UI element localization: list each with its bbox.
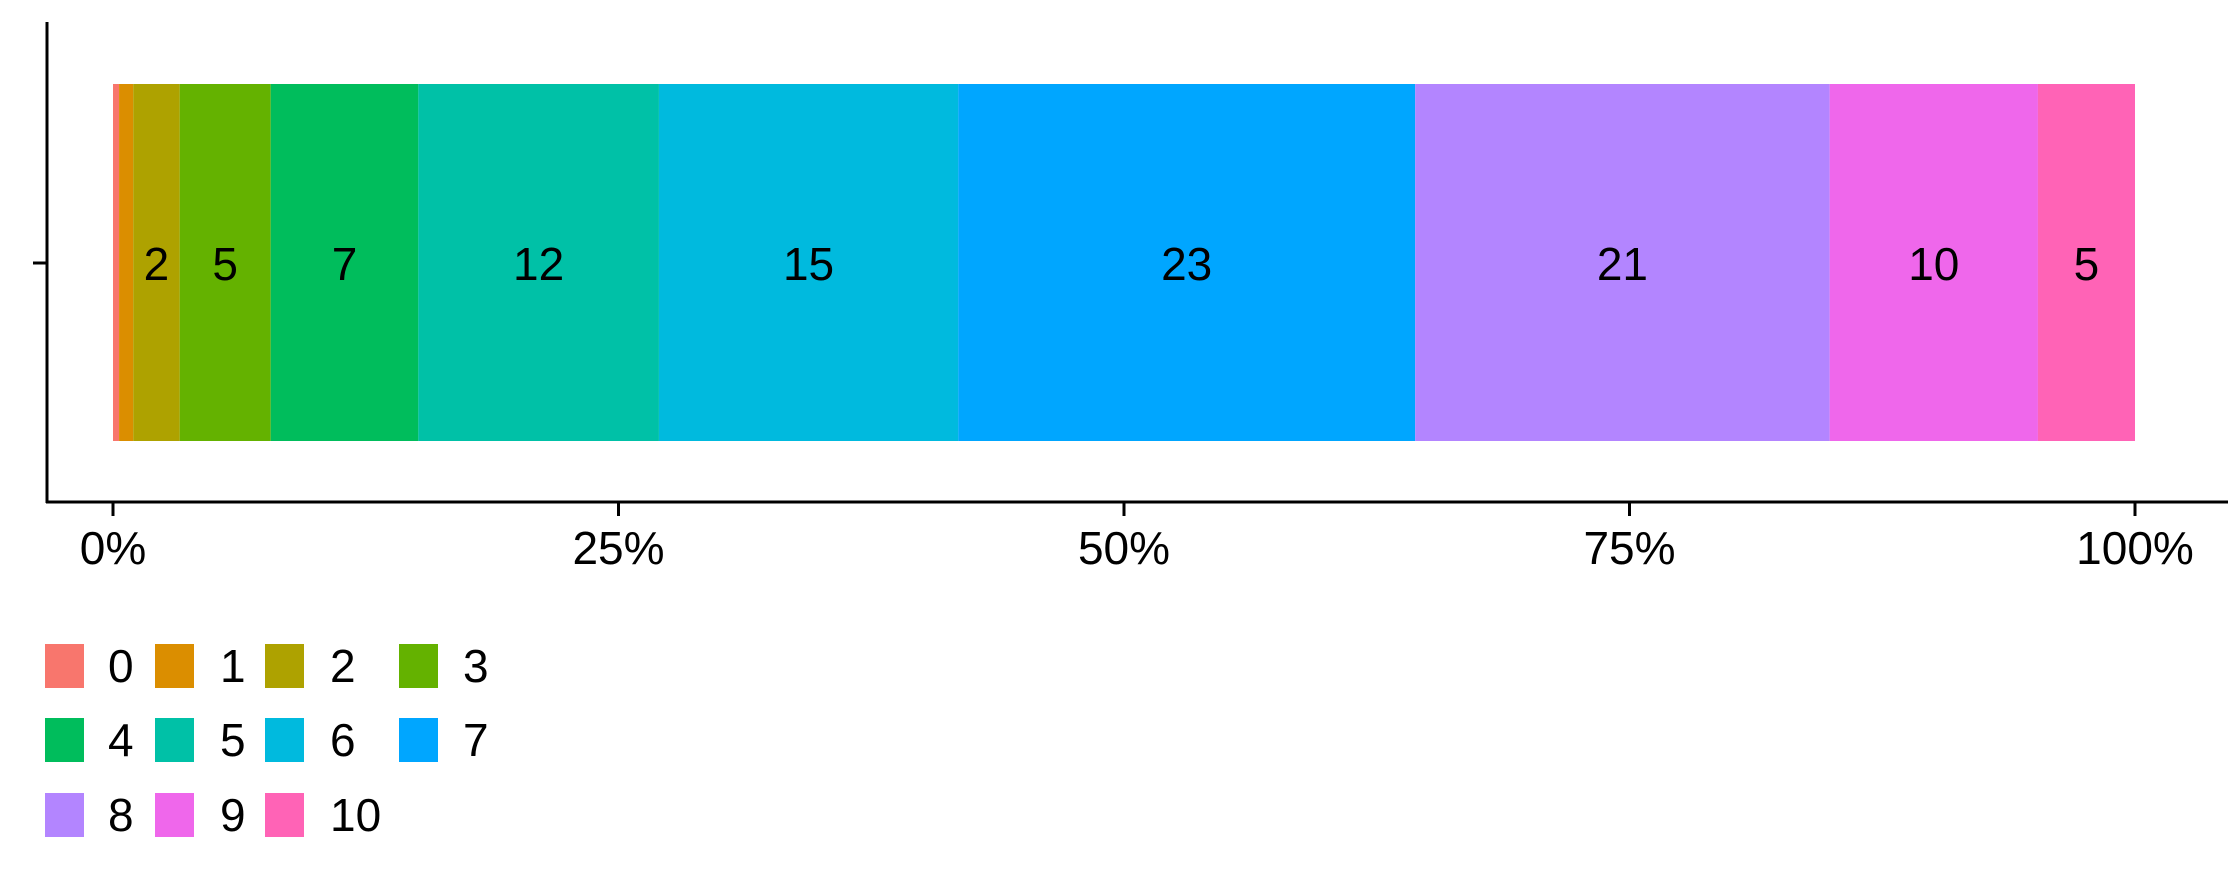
legend-key bbox=[399, 718, 438, 762]
legend-key bbox=[155, 793, 194, 837]
data-label-5: 12 bbox=[513, 238, 564, 290]
x-axis-ticks: 0% 25% 50% 75% 100% bbox=[80, 502, 2194, 574]
legend-item-4: 4 bbox=[45, 714, 134, 766]
legend-key bbox=[45, 793, 84, 837]
legend-key bbox=[155, 644, 194, 688]
legend-item-9: 9 bbox=[155, 789, 246, 841]
legend-label: 0 bbox=[108, 640, 134, 692]
legend-label: 5 bbox=[220, 714, 246, 766]
bar-segment-7 bbox=[958, 84, 1416, 441]
bar-segments bbox=[113, 84, 2135, 441]
legend-label: 9 bbox=[220, 789, 246, 841]
data-label-7: 23 bbox=[1161, 238, 1212, 290]
legend-item-3: 3 bbox=[399, 640, 489, 692]
x-tick-label: 50% bbox=[1078, 522, 1170, 574]
bar-segment-8 bbox=[1415, 84, 1830, 441]
legend-label: 7 bbox=[463, 714, 489, 766]
legend-item-1: 1 bbox=[155, 640, 246, 692]
bar-segment-1 bbox=[119, 84, 134, 441]
data-labels: 2 5 7 12 15 23 21 10 5 bbox=[144, 238, 2100, 290]
legend-item-7: 7 bbox=[399, 714, 489, 766]
legend-label: 10 bbox=[330, 789, 381, 841]
bar-segment-9 bbox=[1829, 84, 2038, 441]
x-tick-label: 0% bbox=[80, 522, 146, 574]
legend-item-8: 8 bbox=[45, 789, 134, 841]
data-label-6: 15 bbox=[783, 238, 834, 290]
legend-label: 4 bbox=[108, 714, 134, 766]
legend-label: 6 bbox=[330, 714, 356, 766]
bar-segment-2 bbox=[133, 84, 180, 441]
legend-item-10: 10 bbox=[265, 789, 381, 841]
data-label-9: 10 bbox=[1908, 238, 1959, 290]
legend-key bbox=[265, 793, 304, 837]
legend-key bbox=[265, 718, 304, 762]
data-label-8: 21 bbox=[1597, 238, 1648, 290]
legend-label: 3 bbox=[463, 640, 489, 692]
legend-key bbox=[399, 644, 438, 688]
legend: 0 1 2 3 4 5 6 7 8 9 10 bbox=[45, 640, 489, 841]
data-label-3: 5 bbox=[212, 238, 238, 290]
legend-key bbox=[155, 718, 194, 762]
x-tick-label: 25% bbox=[572, 522, 664, 574]
legend-key bbox=[45, 644, 84, 688]
x-tick-label: 100% bbox=[2076, 522, 2194, 574]
legend-item-2: 2 bbox=[265, 640, 356, 692]
bar-segment-3 bbox=[179, 84, 271, 441]
legend-label: 1 bbox=[220, 640, 246, 692]
legend-key bbox=[45, 718, 84, 762]
legend-key bbox=[265, 644, 304, 688]
bar-segment-10 bbox=[2037, 84, 2135, 441]
data-label-4: 7 bbox=[332, 238, 358, 290]
data-label-2: 2 bbox=[144, 238, 170, 290]
legend-label: 2 bbox=[330, 640, 356, 692]
bar-segment-6 bbox=[658, 84, 959, 441]
legend-label: 8 bbox=[108, 789, 134, 841]
bar-segment-0 bbox=[113, 84, 120, 441]
legend-item-6: 6 bbox=[265, 714, 356, 766]
bar-segment-4 bbox=[270, 84, 419, 441]
bar-segment-5 bbox=[418, 84, 659, 441]
data-label-10: 5 bbox=[2074, 238, 2100, 290]
x-tick-label: 75% bbox=[1583, 522, 1675, 574]
legend-item-0: 0 bbox=[45, 640, 134, 692]
legend-item-5: 5 bbox=[155, 714, 246, 766]
